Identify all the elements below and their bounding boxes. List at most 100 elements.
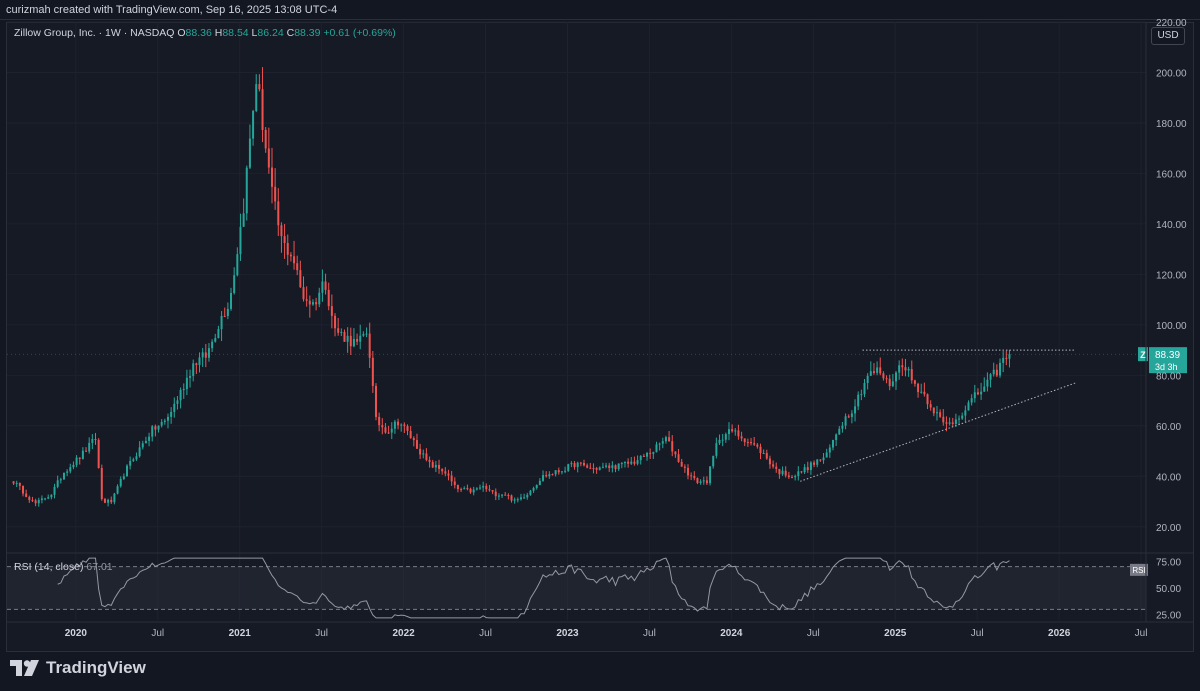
candle-body <box>809 462 812 471</box>
candle-body <box>743 438 746 443</box>
candle-body <box>787 475 790 478</box>
candle <box>242 198 245 227</box>
candle <box>794 474 797 481</box>
candle-body <box>967 402 970 411</box>
candle-body <box>28 496 31 501</box>
candle-body <box>154 426 157 430</box>
candle <box>176 395 179 410</box>
candle-body <box>564 470 567 472</box>
x-tick-label: 2020 <box>65 628 88 639</box>
candle <box>724 432 727 443</box>
candle-body <box>806 467 809 471</box>
candle <box>942 409 945 426</box>
candle <box>809 461 812 475</box>
candle <box>989 372 992 388</box>
candle-body <box>980 391 983 395</box>
candle <box>765 449 768 460</box>
candle <box>163 418 166 425</box>
candle-body <box>699 481 702 483</box>
candle <box>299 260 302 288</box>
price-badge-bg <box>1149 347 1187 374</box>
candle <box>888 374 891 391</box>
candle-body <box>529 490 532 495</box>
candle <box>501 494 504 498</box>
candle <box>687 464 690 480</box>
support-trendline <box>800 382 1076 482</box>
candle <box>986 372 989 392</box>
candle <box>608 462 611 472</box>
tradingview-logo-icon <box>10 660 39 676</box>
candle <box>538 478 541 486</box>
candle-body <box>570 463 573 465</box>
candle <box>513 497 516 504</box>
candle-body <box>753 443 756 445</box>
candle-body <box>727 429 730 435</box>
candle-body <box>170 411 173 417</box>
candle <box>400 423 403 432</box>
candle <box>160 419 163 428</box>
candle-body <box>261 89 264 130</box>
candle-body <box>148 436 151 441</box>
candle <box>727 422 730 441</box>
candle-body <box>507 495 510 497</box>
candle <box>683 464 686 473</box>
candle-body <box>623 461 626 464</box>
candle-body <box>633 461 636 464</box>
candle-body <box>538 480 541 485</box>
candle-body <box>746 442 749 444</box>
candle <box>674 451 677 458</box>
candle-body <box>157 425 160 430</box>
candle <box>425 448 428 462</box>
candle <box>463 486 466 490</box>
high-label: H <box>214 27 223 39</box>
candle-body <box>245 167 248 214</box>
candle-body <box>709 466 712 484</box>
candle <box>904 358 907 377</box>
chart-frame[interactable] <box>6 22 1194 652</box>
candle <box>258 74 261 92</box>
y-tick-label: 180.00 <box>1156 119 1187 130</box>
candle-body <box>151 426 154 437</box>
candle <box>948 417 951 426</box>
candle-body <box>715 443 718 456</box>
candle-body <box>431 461 434 468</box>
candle <box>431 459 434 469</box>
candle <box>100 464 103 501</box>
candle <box>661 437 664 449</box>
candle-body <box>872 371 875 373</box>
candle <box>368 322 371 369</box>
candle-body <box>346 335 349 342</box>
candle <box>286 234 289 266</box>
candle-body <box>415 440 418 449</box>
tradingview-logo[interactable]: TradingView <box>10 658 146 678</box>
candle <box>850 410 853 424</box>
candle <box>507 493 510 500</box>
candle-body <box>898 365 901 373</box>
candle <box>390 422 393 440</box>
candle-body <box>690 475 693 477</box>
candle-body <box>185 377 188 390</box>
candle <box>81 447 84 460</box>
candle <box>91 434 94 450</box>
candle <box>270 147 273 204</box>
candle-body <box>532 488 535 491</box>
currency-button[interactable]: USD <box>1151 27 1185 45</box>
candle <box>151 424 154 442</box>
candle <box>122 473 125 481</box>
candle <box>349 327 352 355</box>
candle-body <box>1005 357 1008 359</box>
candle <box>813 460 816 468</box>
candle-body <box>425 453 428 460</box>
candle <box>267 127 270 174</box>
candle-body <box>664 437 667 442</box>
candle-body <box>22 485 25 494</box>
candle <box>857 391 860 411</box>
candle-body <box>233 275 236 294</box>
candle-body <box>438 464 441 469</box>
candle <box>135 452 138 461</box>
candle-body <box>857 394 860 407</box>
candle <box>526 492 529 500</box>
candle-body <box>217 329 220 339</box>
candle-body <box>816 459 819 465</box>
